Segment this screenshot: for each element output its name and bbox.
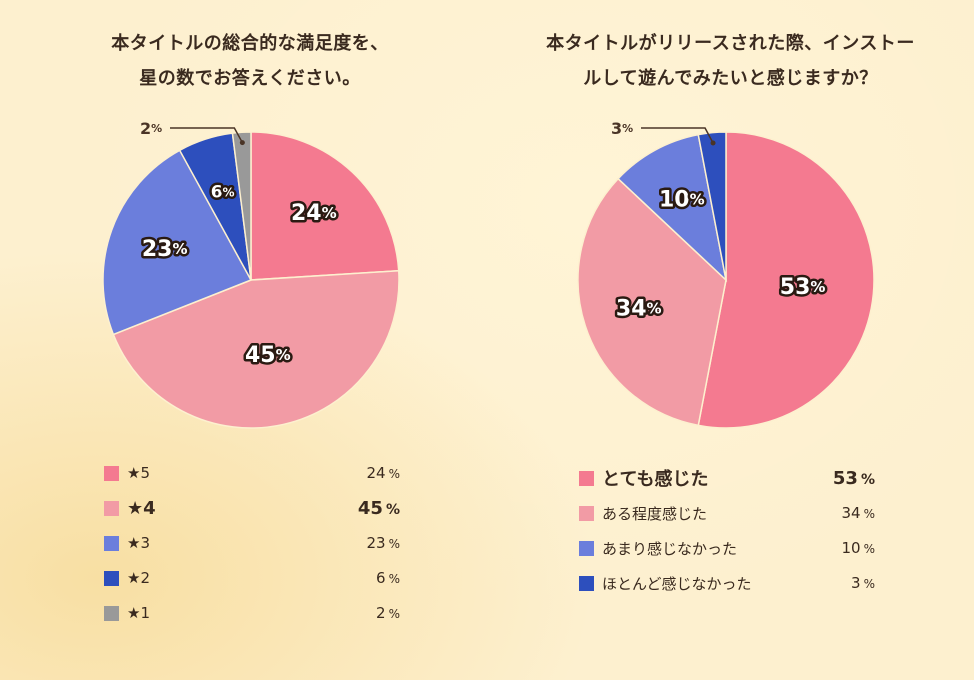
legend-label: ★2 (127, 569, 150, 587)
slice-percent-label: 34% (616, 296, 662, 321)
legend-item: ★5 24% (104, 460, 400, 486)
callout-percent-label: 2% (140, 119, 162, 138)
pie-slice (697, 131, 875, 429)
legend-item: ★4 45% (104, 495, 400, 521)
legend-swatch (579, 505, 594, 521)
legend-swatch (104, 465, 119, 481)
legend-item: ★2 6% (104, 565, 400, 591)
callout-percent-label: 3% (611, 119, 633, 138)
legend-value: 3% (851, 574, 875, 592)
satisfaction-legend: ★5 24% ★4 45% ★3 23% ★2 6% ★1 2% (104, 460, 400, 630)
legend-label: ほとんど感じなかった (602, 574, 752, 593)
legend-swatch (104, 535, 119, 551)
legend-value: 45% (357, 497, 400, 519)
pie-slice (577, 177, 727, 427)
pie-slice (102, 149, 253, 336)
install-intent-legend: とても感じた 53% ある程度感じた 34% あまり感じなかった 10% ほとんど感じなかっ… (579, 465, 875, 605)
pie-slice (112, 269, 400, 429)
legend-label: ★4 (127, 497, 156, 519)
question-title-line1: 本タイトルの総合的な満足度を、 (111, 33, 389, 54)
satisfaction-pie-chart: 24% 45% 23% 6% 2% (102, 119, 400, 429)
callout-dot (710, 140, 716, 146)
question-title-line2: ルして遊んでみたいと感じますか？ (583, 68, 878, 89)
install-intent-pie-chart: 53% 34% 10% 3% (577, 119, 875, 429)
legend-value: 10% (841, 539, 876, 557)
pie-slice (250, 131, 400, 281)
question-title: 本タイトルがリリースされた際、インストー ルして遊んでみたいと感じますか？ (487, 26, 974, 96)
slice-percent-label: 6% (211, 183, 235, 203)
question-title: 本タイトルの総合的な満足度を、 星の数でお答えください。 (0, 26, 500, 96)
legend-swatch (104, 570, 119, 586)
legend-item: ほとんど感じなかった 3% (579, 570, 875, 596)
slice-percent-label: 45% (245, 343, 291, 368)
legend-label: ある程度感じた (602, 504, 708, 523)
legend-item: あまり感じなかった 10% (579, 535, 875, 561)
legend-swatch (579, 470, 594, 486)
callout-dot (239, 140, 245, 146)
legend-label: ★5 (127, 464, 150, 482)
legend-value: 53% (832, 467, 875, 489)
legend-value: 23% (366, 534, 401, 552)
pie-slice (697, 131, 727, 281)
legend-value: 6% (376, 569, 400, 587)
pie-slice (231, 131, 252, 281)
legend-label: ★3 (127, 534, 150, 552)
legend-swatch (104, 500, 119, 516)
legend-swatch (579, 540, 594, 556)
legend-label: ★1 (127, 604, 150, 622)
legend-value: 24% (366, 464, 401, 482)
slice-percent-label: 23% (142, 236, 188, 261)
question-title-line2: 星の数でお答えください。 (139, 68, 361, 89)
legend-item: とても感じた 53% (579, 465, 875, 491)
legend-item: ある程度感じた 34% (579, 500, 875, 526)
legend-value: 34% (841, 504, 876, 522)
pie-slice (617, 133, 728, 283)
legend-label: あまり感じなかった (602, 539, 738, 558)
slice-percent-label: 10% (659, 187, 705, 212)
legend-label: とても感じた (602, 469, 709, 490)
legend-value: 2% (376, 604, 400, 622)
legend-item: ★1 2% (104, 600, 400, 626)
callout-line (170, 127, 244, 143)
legend-swatch (104, 605, 119, 621)
question-title-line1: 本タイトルがリリースされた際、インストー (546, 33, 915, 54)
legend-swatch (579, 575, 594, 591)
slice-percent-label: 24% (291, 201, 337, 226)
legend-item: ★3 23% (104, 530, 400, 556)
slice-percent-label: 53% (780, 275, 826, 300)
callout-line (641, 127, 714, 144)
